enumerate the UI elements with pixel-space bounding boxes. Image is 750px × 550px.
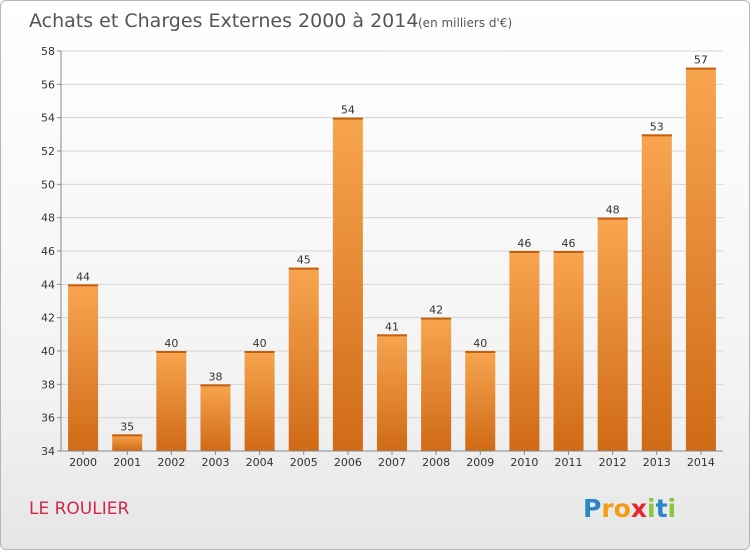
y-tick-label: 46: [41, 245, 55, 258]
y-tick-label: 48: [41, 212, 55, 225]
logo-letter: P: [583, 494, 601, 523]
x-tick-label: 2013: [643, 456, 671, 469]
bar-2009: [465, 351, 496, 451]
value-label: 53: [650, 120, 664, 133]
y-tick-label: 42: [41, 312, 55, 325]
chart-title: Achats et Charges Externes 2000 à 2014: [29, 10, 418, 32]
bar-2011: [553, 251, 584, 451]
value-label: 42: [429, 304, 443, 317]
value-label: 54: [341, 104, 355, 117]
y-tick-label: 40: [41, 345, 55, 358]
y-tick-label: 54: [41, 112, 55, 125]
bar-2010: [509, 251, 540, 451]
x-tick-label: 2007: [378, 456, 406, 469]
value-label: 41: [385, 320, 399, 333]
bar-2000: [68, 284, 99, 451]
logo-letter: x: [631, 494, 647, 523]
x-tick-label: 2011: [555, 456, 583, 469]
value-label: 40: [473, 337, 487, 350]
commune-name: LE ROULIER: [29, 499, 129, 519]
y-tick-label: 52: [41, 145, 55, 158]
value-label: 35: [120, 420, 134, 433]
bar-2008: [421, 317, 452, 451]
logo-letter: i: [668, 494, 677, 523]
y-tick-label: 34: [41, 445, 55, 458]
bar-2003: [200, 384, 231, 451]
y-tick-label: 38: [41, 378, 55, 391]
bar-2013: [641, 134, 672, 452]
value-label: 38: [208, 370, 222, 383]
bar-2006: [332, 117, 363, 452]
x-tick-label: 2008: [422, 456, 450, 469]
value-label: 48: [606, 204, 620, 217]
x-tick-label: 2001: [113, 456, 141, 469]
bar-2014: [685, 67, 716, 452]
bar-2007: [376, 334, 408, 451]
x-tick-labels: 2000 2001 2002 2003 2004 2005 2006 2007 2008 2009…: [69, 451, 715, 469]
x-tick-label: 2003: [201, 456, 229, 469]
logo-letter: i: [647, 494, 656, 523]
x-tick-label: 2004: [246, 456, 274, 469]
logo-letter: o: [614, 494, 631, 523]
bar-2001: [112, 434, 143, 451]
x-tick-label: 2010: [510, 456, 538, 469]
x-tick-label: 2002: [157, 456, 185, 469]
y-tick-label: 58: [41, 45, 55, 58]
y-tick-label: 44: [41, 278, 55, 291]
bar-2004: [244, 351, 275, 451]
bars: [68, 67, 716, 452]
y-tick-labels: 34 36 38 40 42 44 46 48 50 52 54 56 58: [41, 45, 61, 458]
x-tick-label: 2005: [290, 456, 318, 469]
bar-2012: [597, 217, 628, 451]
x-tick-label: 2006: [334, 456, 362, 469]
value-label: 40: [253, 337, 267, 350]
x-tick-label: 2012: [599, 456, 627, 469]
value-label: 46: [562, 237, 576, 250]
chart-subtitle: (en milliers d'€): [418, 16, 512, 30]
value-label: 57: [694, 54, 708, 67]
bar-2002: [156, 351, 187, 451]
y-tick-label: 56: [41, 78, 55, 91]
y-tick-label: 50: [41, 178, 55, 191]
logo-letter: t: [656, 494, 668, 523]
x-tick-label: 2000: [69, 456, 97, 469]
logo-letter: r: [601, 494, 614, 523]
y-tick-label: 36: [41, 412, 55, 425]
value-labels: 44 35 40 38 40 45 54 41 42 40 46 46 48 53 57: [76, 54, 708, 434]
value-label: 40: [164, 337, 178, 350]
x-tick-label: 2009: [466, 456, 494, 469]
proxiti-logo: Proxiti: [583, 494, 676, 523]
value-label: 44: [76, 270, 90, 283]
value-label: 45: [297, 254, 311, 267]
x-tick-label: 2014: [687, 456, 715, 469]
bar-2005: [288, 267, 319, 451]
value-label: 46: [517, 237, 531, 250]
